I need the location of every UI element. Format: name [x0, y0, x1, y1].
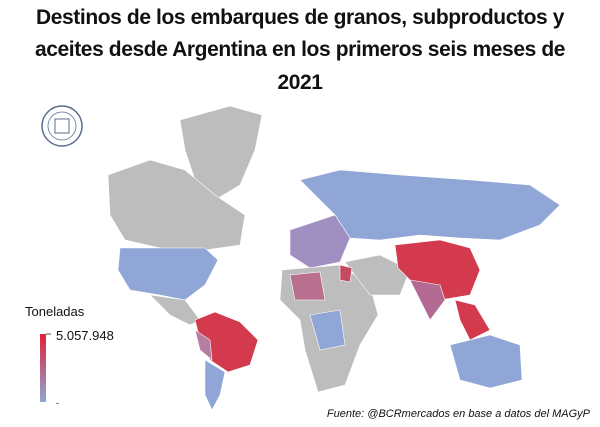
title-line: aceites desde Argentina en los primeros … [34, 38, 566, 61]
title-line: Destinos de los embarques de granos, sub… [35, 6, 565, 29]
logo [41, 105, 83, 147]
source: Fuente: @BCRmercados en base a datos del… [327, 408, 591, 420]
title-line: 2021 [277, 71, 323, 94]
legend-min-label: - [56, 398, 59, 408]
continents [107, 105, 561, 411]
color-scale [40, 334, 46, 402]
legend-title: Toneladas [25, 304, 85, 319]
legend-max-label: 5.057.948 [56, 328, 114, 343]
